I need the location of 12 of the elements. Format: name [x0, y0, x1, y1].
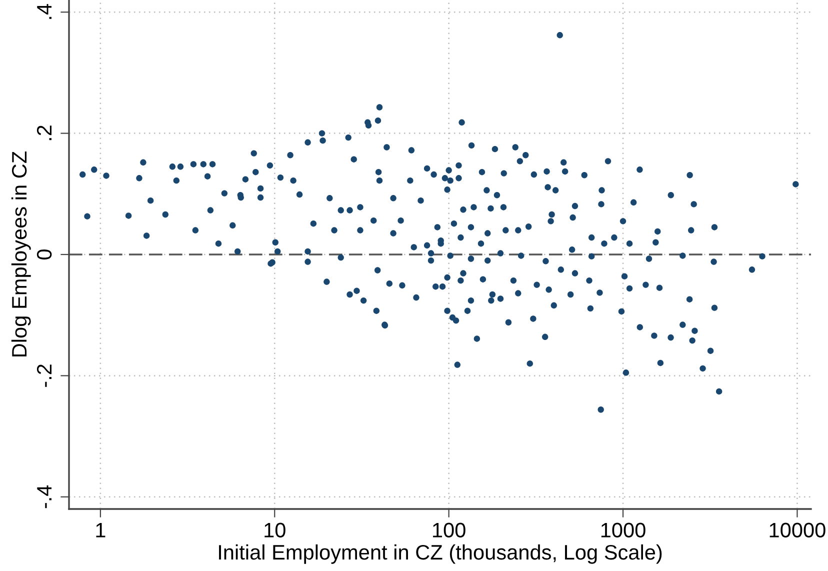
y-tick-label: -.4 [37, 485, 52, 508]
x-tick-label: 1000 [601, 522, 646, 538]
x-axis-title: Initial Employment in CZ (thousands, Log Scale) [219, 544, 662, 564]
x-tick-label: 100 [433, 522, 466, 538]
y-tick-label: .2 [36, 126, 52, 140]
y-axis-title: Dlog Employees in CZ [11, 152, 31, 356]
y-tick-label: 0 [36, 250, 52, 260]
x-tick-label: 10000 [770, 522, 826, 538]
y-tick-label: .4 [37, 4, 52, 19]
x-tick-label: 1 [96, 522, 106, 538]
x-tick-label: 10 [264, 522, 286, 538]
y-tick-label: -.2 [36, 364, 52, 387]
